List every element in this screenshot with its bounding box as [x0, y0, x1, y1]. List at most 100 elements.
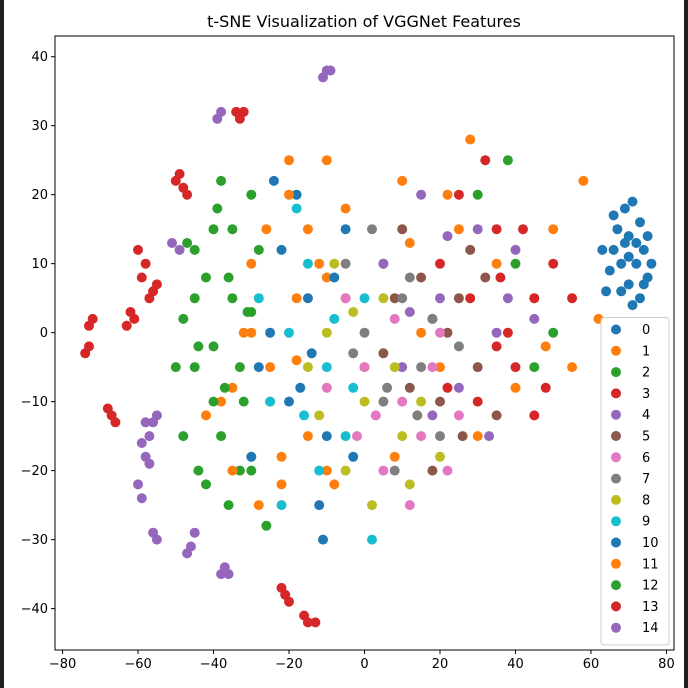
point-series-2: [189, 362, 200, 373]
point-series-6: [352, 431, 362, 442]
point-series-0: [616, 258, 627, 269]
legend-marker: [611, 324, 621, 335]
point-series-4: [435, 293, 445, 304]
legend-marker: [611, 601, 621, 612]
point-series-0: [601, 286, 612, 297]
point-series-11: [261, 224, 272, 235]
point-series-13: [182, 189, 193, 200]
point-series-1: [246, 327, 257, 338]
legend-marker: [611, 452, 621, 463]
point-series-4: [427, 410, 438, 421]
point-series-14: [189, 527, 200, 538]
point-series-13: [110, 417, 121, 428]
point-series-8: [416, 396, 427, 407]
point-series-14: [216, 106, 227, 117]
point-series-4: [378, 258, 389, 269]
point-series-0: [627, 196, 638, 207]
y-tick-label: −40: [21, 602, 48, 617]
point-series-12: [216, 175, 227, 186]
point-series-7: [389, 465, 400, 476]
point-series-4: [453, 382, 464, 393]
point-series-4: [472, 224, 483, 235]
point-series-14: [136, 438, 147, 448]
point-series-0: [635, 293, 645, 304]
point-series-12: [246, 465, 257, 476]
point-series-14: [151, 534, 162, 545]
point-series-14: [174, 244, 185, 255]
point-series-11: [302, 431, 313, 442]
legend-label: 11: [642, 557, 659, 572]
point-series-2: [193, 465, 204, 476]
point-series-1: [321, 465, 332, 476]
point-series-2: [246, 189, 257, 200]
point-series-7: [397, 293, 408, 304]
point-series-0: [646, 258, 657, 269]
point-series-10: [321, 431, 332, 442]
point-series-2: [208, 341, 219, 352]
point-series-11: [291, 293, 302, 304]
point-series-11: [276, 451, 287, 462]
point-series-6: [378, 465, 389, 476]
point-series-1: [321, 272, 332, 283]
point-series-3: [480, 155, 491, 166]
point-series-8: [389, 362, 400, 373]
point-series-11: [246, 258, 257, 269]
point-series-1: [491, 258, 502, 269]
point-series-5: [435, 396, 445, 407]
point-series-1: [404, 238, 415, 248]
point-series-7: [427, 313, 438, 324]
point-series-13: [310, 617, 321, 628]
point-series-1: [567, 362, 578, 373]
point-series-0: [642, 231, 653, 242]
legend-marker: [611, 516, 621, 527]
point-series-9: [329, 313, 340, 324]
point-series-1: [284, 155, 294, 166]
point-series-2: [548, 327, 559, 338]
y-tick-label: −10: [21, 395, 48, 410]
point-series-5: [480, 272, 491, 283]
point-series-2: [238, 396, 249, 407]
point-series-3: [495, 272, 506, 283]
point-series-0: [631, 238, 642, 248]
point-series-10: [253, 362, 264, 373]
point-series-5: [442, 327, 453, 338]
point-series-9: [284, 327, 294, 338]
point-series-2: [201, 272, 211, 283]
point-series-0: [635, 217, 645, 228]
point-series-1: [227, 382, 238, 393]
point-series-7: [412, 410, 423, 421]
point-series-5: [389, 293, 400, 304]
legend-marker: [611, 622, 621, 633]
point-series-10: [284, 396, 294, 407]
legend-label: 0: [642, 323, 650, 338]
point-series-7: [348, 348, 359, 359]
point-series-9: [291, 203, 302, 214]
legend-label: 2: [642, 366, 650, 381]
point-series-13: [284, 596, 294, 607]
point-series-13: [129, 313, 140, 324]
legend-marker: [611, 473, 621, 484]
y-tick-label: −20: [21, 464, 48, 479]
legend-label: 4: [642, 408, 650, 423]
point-series-10: [302, 293, 313, 304]
point-series-11: [329, 479, 340, 490]
legend-label: 13: [642, 600, 659, 615]
point-series-0: [619, 238, 630, 248]
point-series-1: [510, 382, 521, 393]
point-series-14: [318, 72, 328, 83]
point-series-8: [314, 410, 325, 421]
point-series-2: [510, 258, 521, 269]
point-series-0: [638, 244, 649, 255]
point-series-14: [140, 451, 151, 462]
point-series-3: [502, 327, 513, 338]
point-series-12: [170, 362, 181, 373]
point-series-8: [348, 307, 359, 317]
point-series-10: [318, 534, 328, 545]
point-series-4: [397, 362, 408, 373]
point-series-1: [540, 341, 551, 352]
point-series-11: [238, 327, 249, 338]
point-series-1: [465, 134, 476, 145]
point-series-14: [167, 238, 177, 248]
point-series-11: [314, 258, 325, 269]
